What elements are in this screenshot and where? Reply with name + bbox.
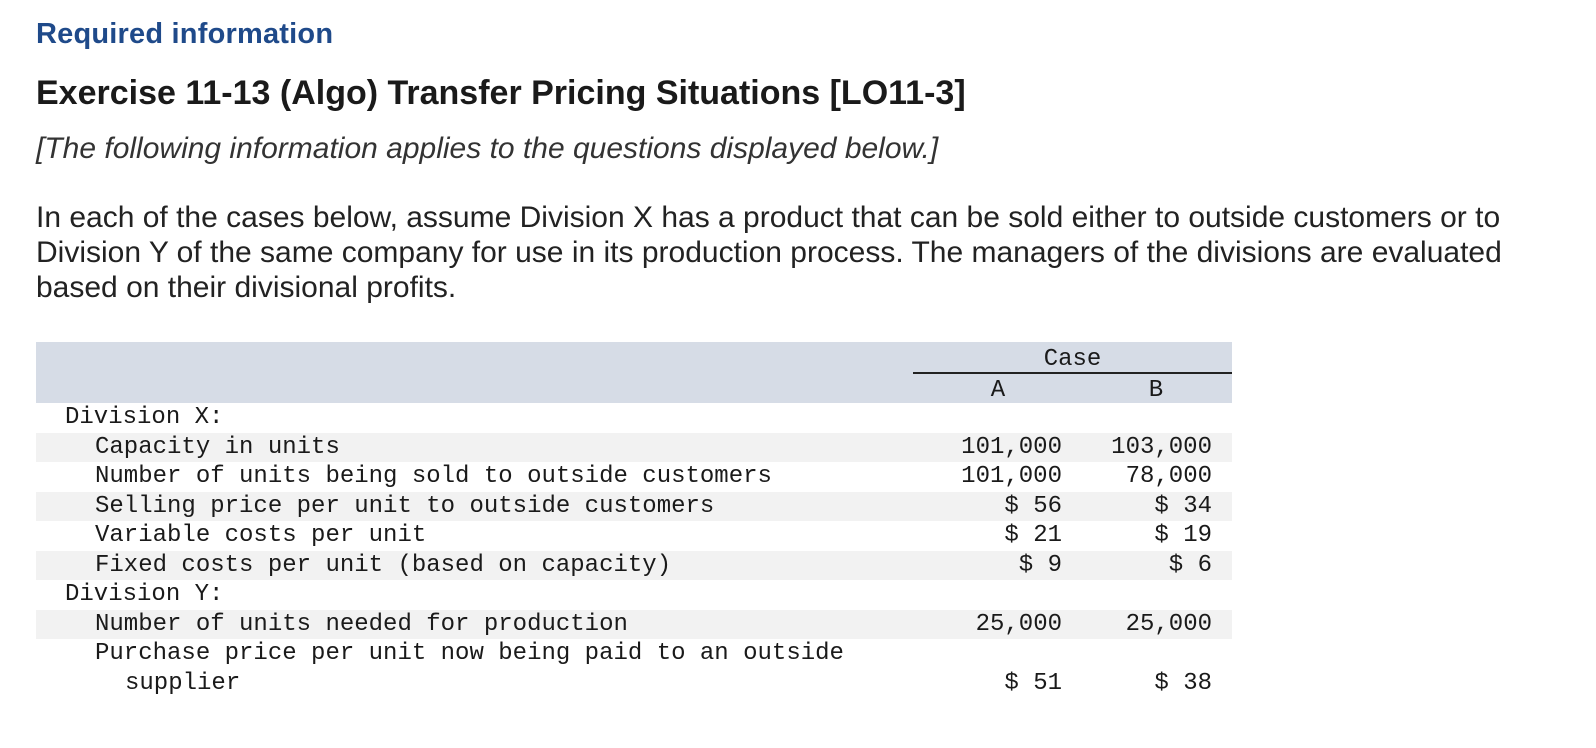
column-header-b: B (1148, 377, 1164, 404)
row-label: Purchase price per unit now being paid t… (95, 639, 915, 698)
case-b-value: 103,000 (1111, 433, 1212, 461)
row-label: Number of units needed for production (95, 610, 628, 638)
row-label: Capacity in units (95, 433, 340, 461)
row-label-line-2: supplier (125, 669, 241, 697)
problem-description: In each of the cases below, assume Divis… (36, 201, 1502, 304)
division-x-section-row: Division X: (36, 403, 1232, 433)
column-header-a: A (990, 377, 1006, 404)
case-a-value: $ 56 (1004, 492, 1062, 520)
row-label: Fixed costs per unit (based on capacity) (95, 551, 672, 579)
case-b-value: $ 34 (1154, 492, 1212, 520)
division-y-label: Division Y: (65, 581, 224, 608)
table-row: Number of units needed for production 25… (36, 609, 1232, 639)
case-b-value: $ 19 (1154, 522, 1212, 549)
division-y-section-row: Division Y: (36, 580, 1232, 610)
required-information-heading: Required information (36, 18, 334, 50)
case-a-value: 25,000 (975, 610, 1062, 638)
case-a-value: $ 21 (1004, 522, 1062, 549)
case-b-value: 25,000 (1125, 610, 1212, 638)
row-label: Selling price per unit to outside custom… (95, 492, 715, 520)
case-header: Case (1043, 346, 1102, 373)
exercise-title: Exercise 11-13 (Algo) Transfer Pricing S… (36, 74, 966, 112)
row-label: Variable costs per unit (95, 522, 427, 549)
intro-note: [The following information applies to th… (36, 132, 939, 165)
table-row: Purchase price per unit now being paid t… (36, 639, 1232, 698)
transfer-pricing-table: Case A B Division X: Capacity in units 1… (36, 342, 1232, 698)
table-header: Case A B (36, 342, 1232, 404)
division-x-label: Division X: (65, 404, 224, 431)
table-row: Number of units being sold to outside cu… (36, 462, 1232, 492)
case-a-value: $ 9 (1018, 551, 1062, 579)
case-b-value: 78,000 (1125, 463, 1212, 490)
row-label: Number of units being sold to outside cu… (95, 463, 772, 490)
table-row: Capacity in units 101,000 103,000 (36, 432, 1232, 462)
case-a-value: $ 51 (1004, 669, 1062, 697)
case-header-underline (913, 372, 1232, 374)
case-a-value: 101,000 (961, 433, 1062, 461)
case-b-value: $ 38 (1154, 669, 1212, 697)
case-b-value: $ 6 (1168, 551, 1212, 579)
table-row: Fixed costs per unit (based on capacity)… (36, 550, 1232, 580)
case-a-value: 101,000 (961, 463, 1062, 490)
table-row: Selling price per unit to outside custom… (36, 491, 1232, 521)
row-label-line-1: Purchase price per unit now being paid t… (95, 640, 844, 667)
table-row: Variable costs per unit $ 21 $ 19 (36, 521, 1232, 551)
